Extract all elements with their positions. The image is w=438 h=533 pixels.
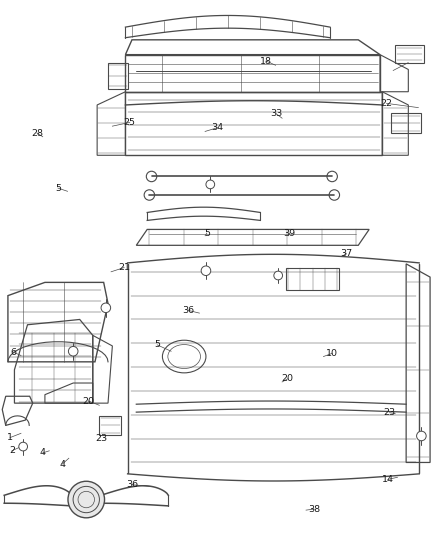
Text: 4: 4 [40,448,46,457]
Text: 14: 14 [382,475,394,484]
Text: 36: 36 [183,306,194,315]
Text: 38: 38 [308,505,320,514]
Text: 2: 2 [9,446,15,455]
Text: 5: 5 [55,183,61,192]
Text: 5: 5 [154,341,160,350]
Text: 5: 5 [204,229,210,238]
Ellipse shape [68,346,78,356]
Text: 6: 6 [11,348,17,357]
Text: 34: 34 [211,123,223,132]
Text: 28: 28 [31,128,43,138]
Text: 18: 18 [260,56,272,66]
Text: 4: 4 [59,459,65,469]
Text: 36: 36 [126,480,138,489]
Text: 20: 20 [282,374,294,383]
Ellipse shape [19,442,28,451]
Ellipse shape [206,180,215,189]
Ellipse shape [101,303,111,312]
Ellipse shape [417,431,426,441]
Text: 23: 23 [384,408,396,417]
Ellipse shape [201,266,211,276]
Text: 37: 37 [340,249,352,258]
Ellipse shape [274,271,283,280]
Text: 22: 22 [381,99,392,108]
Text: 10: 10 [326,349,338,358]
Text: 20: 20 [82,397,95,406]
Ellipse shape [68,481,105,518]
Text: 39: 39 [283,229,296,238]
Text: 23: 23 [95,434,108,442]
Text: 33: 33 [270,109,283,118]
Text: 1: 1 [7,433,13,442]
Text: 21: 21 [118,263,130,272]
Text: 25: 25 [124,118,136,127]
